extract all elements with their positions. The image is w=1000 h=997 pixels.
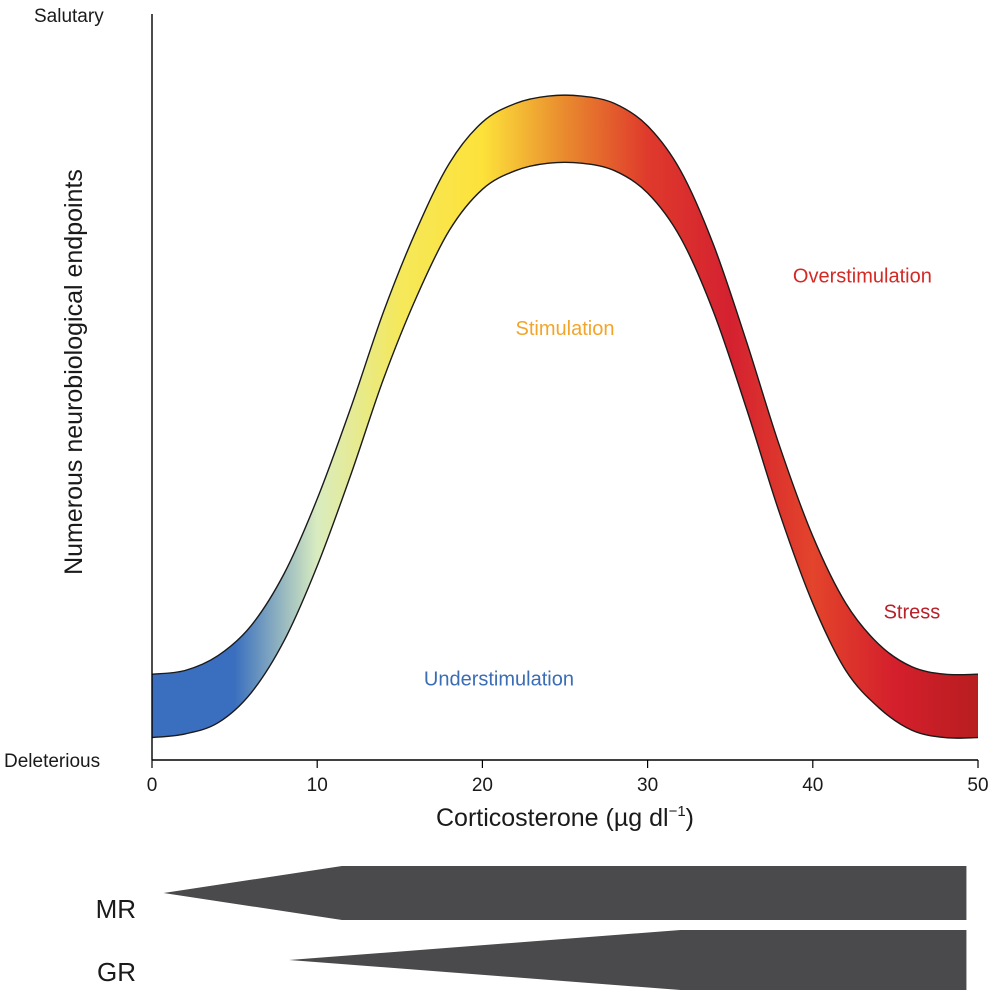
receptor-label-gr: GR: [97, 957, 136, 987]
x-tick-label: 10: [307, 775, 328, 796]
x-tick-label: 50: [967, 775, 988, 796]
x-tick-label: 0: [147, 775, 158, 796]
band-upper-edge: [151, 94, 979, 676]
x-tick-label: 40: [802, 775, 823, 796]
receptor-label-mr: MR: [96, 894, 136, 924]
y-bottom-label: Deleterious: [4, 751, 100, 772]
y-axis-title: Numerous neurobiological endpoints: [60, 169, 88, 575]
region-label-stress: Stress: [884, 601, 941, 623]
x-axis-title-prefix: Corticosterone (: [436, 804, 615, 832]
region-label-stimulation: Stimulation: [516, 318, 615, 340]
band-lower-edge: [151, 161, 979, 739]
x-axis-title-sup: −1: [669, 803, 686, 820]
x-tick-label: 30: [637, 775, 658, 796]
receptor-bar-gr: [289, 930, 967, 990]
x-axis-title: Corticosterone (µg dl−1): [436, 803, 694, 832]
region-label-overstimulation: Overstimulation: [793, 266, 932, 288]
y-top-label: Salutary: [34, 6, 104, 27]
region-label-understimulation: Understimulation: [424, 668, 574, 690]
receptor-bar-mr: [163, 866, 967, 920]
response-band: [152, 95, 978, 739]
x-axis-title-unit: µg dl: [614, 804, 669, 832]
x-axis-title-suffix: ): [686, 804, 694, 832]
x-tick-label: 20: [472, 775, 493, 796]
